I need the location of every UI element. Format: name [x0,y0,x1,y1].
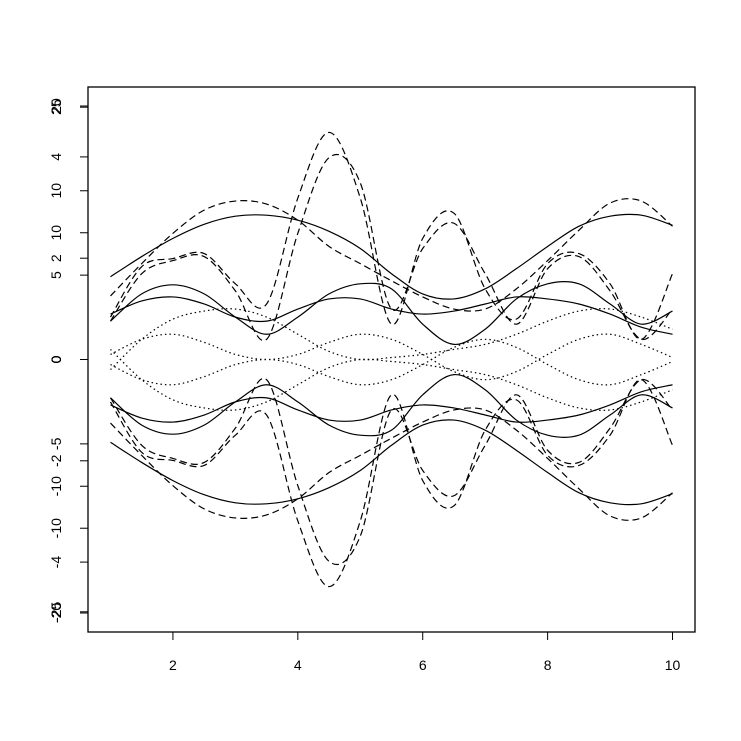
y-tick-label: 2 [48,254,64,262]
line-series [110,338,673,386]
y-tick-label: -4 [48,556,64,569]
y-tick-label: 20 [48,98,64,114]
y-tick-label: -5 [48,437,64,450]
y-tick-label: -25 [48,601,64,621]
line-series [110,333,673,381]
y-tick-label: 0 [48,355,64,363]
x-tick-label: 4 [294,657,302,673]
line-series [110,384,673,423]
line-series [110,280,673,345]
y-tick-label: -10 [48,518,64,538]
y-tick-label: -10 [48,476,64,496]
y-tick-label: 0 [48,355,64,363]
line-series [110,198,673,312]
line-series [110,407,673,521]
y-tick-label: 10 [48,225,64,241]
line-series [110,348,673,411]
line-series [110,374,673,439]
x-tick-label: 2 [169,657,177,673]
line-series [110,213,673,300]
line-series [109,377,673,566]
line-series [110,296,673,335]
plot-frame [87,86,696,633]
y-tick-label: -2 [48,454,64,467]
line-series [109,131,674,340]
x-tick-label: 6 [419,657,427,673]
x-tick-label: 10 [665,657,681,673]
y-tick-label: -20 [48,603,64,623]
x-tick-label: 8 [544,657,552,673]
line-series [110,308,673,371]
y-tick-label: 4 [48,153,64,161]
line-series [109,379,674,588]
y-tick-label: 25 [48,99,64,115]
y-tick-label: 0 [48,355,64,363]
line-series [110,419,673,506]
y-tick-label: 10 [48,183,64,199]
line-series [109,153,673,342]
y-tick-label: 0 [48,355,64,363]
y-tick-label: 5 [48,271,64,279]
